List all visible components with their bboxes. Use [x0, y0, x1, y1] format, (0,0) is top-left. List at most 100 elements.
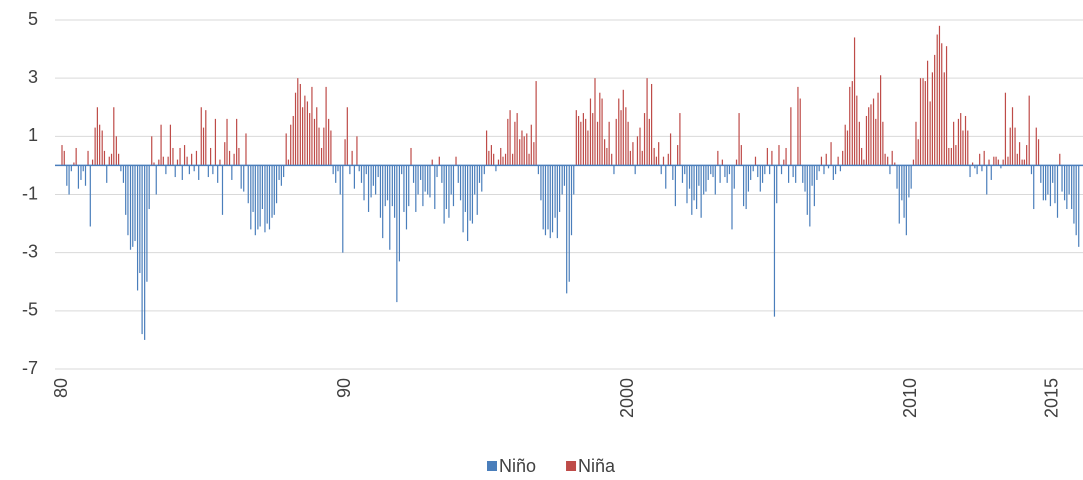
bar — [759, 165, 761, 192]
bar — [724, 165, 726, 178]
bar — [214, 118, 217, 166]
bar — [568, 165, 570, 282]
bar — [870, 104, 872, 166]
bar — [493, 153, 495, 166]
bar — [311, 86, 313, 166]
bar — [990, 165, 992, 180]
bar — [1049, 165, 1052, 207]
bar — [993, 156, 995, 166]
bar — [297, 78, 299, 166]
x-tick-label: 80 — [51, 378, 71, 398]
bar — [969, 165, 971, 178]
bar — [205, 110, 207, 166]
y-tick-label: 5 — [28, 9, 38, 29]
bar — [926, 60, 929, 166]
bar — [889, 165, 891, 175]
bar — [87, 150, 89, 166]
legend-label: Niño — [499, 456, 536, 476]
bar — [714, 165, 716, 195]
bar — [278, 165, 280, 180]
bar — [370, 165, 372, 198]
bar — [771, 150, 773, 166]
bar — [910, 165, 912, 189]
bar — [962, 130, 964, 166]
bar — [110, 153, 113, 166]
bar — [488, 150, 490, 166]
bar — [70, 165, 72, 172]
bar — [1063, 165, 1066, 201]
bar — [82, 165, 84, 172]
bar — [700, 165, 702, 218]
bar — [77, 165, 80, 189]
bar — [252, 165, 254, 212]
bar — [127, 165, 129, 236]
bar — [360, 165, 363, 183]
bar — [129, 165, 132, 250]
bar — [330, 130, 332, 166]
bar — [261, 165, 264, 210]
bar — [533, 142, 535, 166]
bar — [367, 165, 370, 212]
bar — [474, 165, 476, 195]
bar — [122, 165, 125, 183]
bar — [731, 165, 733, 230]
bar — [861, 147, 863, 166]
bar — [665, 165, 667, 189]
bar — [339, 165, 341, 195]
bar — [1061, 165, 1063, 192]
bar — [292, 115, 294, 166]
bar — [988, 159, 990, 166]
bar — [464, 165, 466, 212]
bar — [448, 165, 450, 218]
bar — [790, 107, 792, 166]
bar — [478, 165, 481, 183]
bar — [846, 130, 849, 166]
bar — [585, 118, 587, 166]
bar — [1054, 165, 1056, 204]
bar — [802, 165, 804, 183]
bar — [1011, 107, 1014, 166]
bar — [450, 165, 452, 195]
bar — [938, 25, 941, 166]
bar — [186, 156, 188, 166]
bar — [799, 98, 801, 166]
bar — [271, 165, 273, 218]
bar — [955, 145, 957, 166]
bar — [710, 165, 712, 175]
bar — [563, 165, 566, 186]
bar — [181, 165, 183, 180]
bar — [679, 113, 681, 166]
bar — [535, 81, 537, 166]
bar — [559, 165, 561, 212]
bar — [441, 165, 443, 183]
bar — [960, 113, 962, 166]
bar — [96, 107, 98, 166]
bar — [169, 124, 172, 166]
bar — [217, 165, 219, 183]
bar — [797, 86, 799, 166]
bar — [658, 142, 660, 166]
bar — [424, 165, 426, 192]
bar — [344, 139, 346, 166]
bar — [995, 156, 997, 166]
bar — [719, 165, 721, 183]
bar — [606, 147, 608, 166]
bar — [556, 165, 558, 239]
bar — [75, 147, 77, 166]
bar — [757, 165, 759, 178]
bar — [434, 165, 436, 210]
bar — [148, 165, 150, 210]
bar — [528, 153, 530, 166]
bar — [1030, 165, 1033, 175]
bar — [662, 156, 665, 166]
bar — [377, 165, 379, 178]
bar — [245, 133, 247, 166]
bar — [915, 121, 917, 166]
bar — [103, 150, 106, 166]
bar — [469, 165, 471, 221]
bar — [73, 162, 75, 166]
bar — [898, 165, 900, 224]
bar — [176, 159, 179, 166]
bar — [417, 165, 419, 195]
bar — [726, 165, 728, 183]
